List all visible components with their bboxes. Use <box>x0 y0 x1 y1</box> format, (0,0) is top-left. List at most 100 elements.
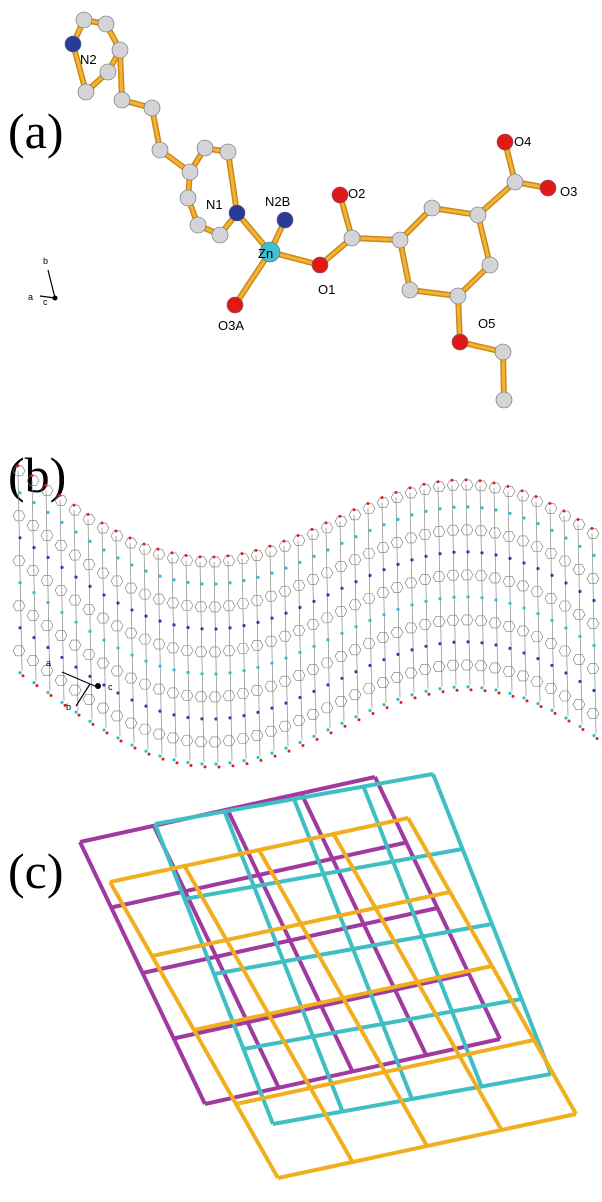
ring <box>377 498 389 508</box>
ring <box>503 486 515 496</box>
node <box>480 686 483 689</box>
net-edge <box>301 793 426 1055</box>
ring <box>307 529 319 539</box>
ring <box>181 735 193 745</box>
ring <box>405 578 417 588</box>
node <box>340 542 343 545</box>
ring <box>265 726 277 736</box>
node <box>424 510 427 513</box>
ring <box>349 510 361 520</box>
node <box>498 691 501 694</box>
ring <box>391 672 403 682</box>
ring <box>587 664 599 674</box>
node <box>479 479 482 482</box>
node <box>74 575 77 578</box>
ring <box>69 595 81 605</box>
node <box>200 582 203 585</box>
node <box>368 619 371 622</box>
ring <box>83 649 95 659</box>
ring <box>559 601 571 611</box>
node <box>414 696 417 699</box>
node <box>564 626 567 629</box>
ring <box>209 557 221 567</box>
ring <box>223 646 235 656</box>
node <box>550 709 553 712</box>
node <box>522 561 525 564</box>
node <box>115 529 118 532</box>
node <box>284 612 287 615</box>
node <box>494 643 497 646</box>
node <box>494 553 497 556</box>
ring <box>391 582 403 592</box>
ring <box>363 639 375 649</box>
node <box>46 601 49 604</box>
strut <box>326 528 330 728</box>
node <box>46 691 49 694</box>
node <box>116 646 119 649</box>
node <box>200 762 203 765</box>
atom-label: N1 <box>206 197 223 212</box>
net-edge <box>375 777 500 1039</box>
node <box>592 644 595 647</box>
atom-label: N2 <box>80 52 97 67</box>
node <box>442 690 445 693</box>
ring <box>545 638 557 648</box>
node <box>312 645 315 648</box>
node <box>144 750 147 753</box>
node <box>284 747 287 750</box>
node <box>438 507 441 510</box>
ring <box>419 484 431 494</box>
ring <box>517 671 529 681</box>
node <box>18 671 21 674</box>
ring <box>545 593 557 603</box>
node <box>116 691 119 694</box>
strut <box>144 549 148 749</box>
node <box>214 627 217 630</box>
node <box>242 624 245 627</box>
atom <box>112 42 128 58</box>
node <box>88 675 91 678</box>
ring <box>209 692 221 702</box>
node <box>564 671 567 674</box>
node <box>88 540 91 543</box>
node <box>256 711 259 714</box>
ring <box>97 703 109 713</box>
node <box>130 653 133 656</box>
node <box>508 602 511 605</box>
atom-label: O4 <box>514 134 531 149</box>
strut <box>298 540 302 740</box>
ring <box>461 660 473 670</box>
node <box>438 687 441 690</box>
atom <box>470 207 486 223</box>
node <box>554 712 557 715</box>
node <box>32 546 35 549</box>
node <box>508 647 511 650</box>
strut <box>130 543 134 743</box>
node <box>578 635 581 638</box>
node <box>550 664 553 667</box>
node <box>330 731 333 734</box>
node <box>284 657 287 660</box>
node <box>564 716 567 719</box>
layer-structure: abc <box>13 464 599 768</box>
atom <box>497 134 513 150</box>
node <box>129 537 132 540</box>
node <box>162 758 165 761</box>
node <box>214 672 217 675</box>
ring <box>349 600 361 610</box>
ring <box>195 692 207 702</box>
node <box>382 523 385 526</box>
ring <box>447 615 459 625</box>
ring <box>27 611 39 621</box>
node <box>535 495 538 498</box>
strut <box>284 546 288 746</box>
ring <box>433 482 445 492</box>
node <box>507 485 510 488</box>
ring <box>153 684 165 694</box>
node <box>284 567 287 570</box>
atom <box>197 140 213 156</box>
ring <box>573 519 585 529</box>
node <box>480 596 483 599</box>
ring <box>279 721 291 731</box>
ring <box>559 691 571 701</box>
